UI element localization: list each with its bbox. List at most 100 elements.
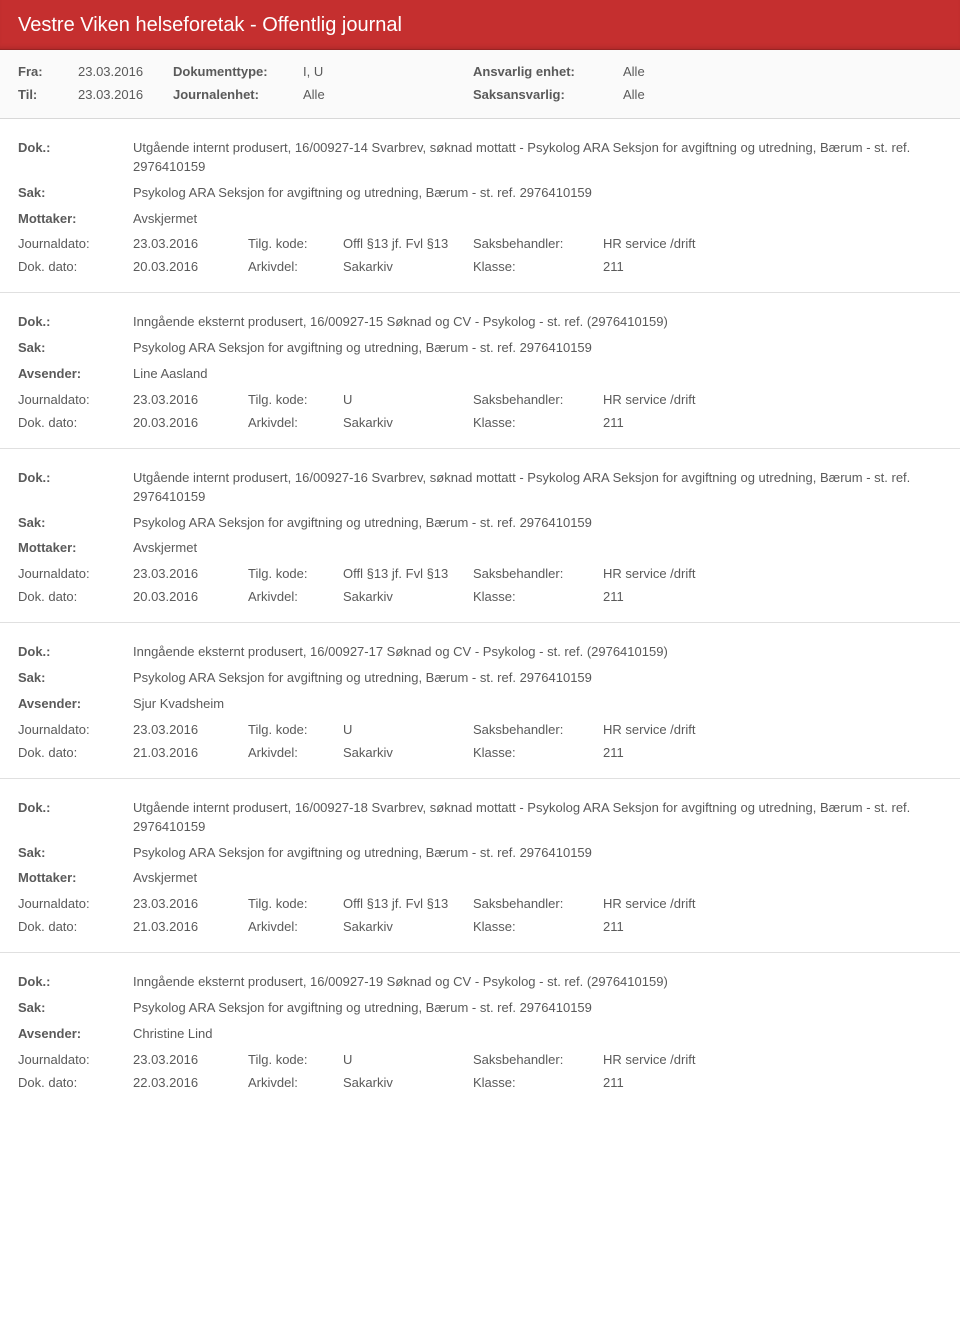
tilgkode-label: Tilg. kode: [248, 236, 343, 251]
arkivdel-value: Sakarkiv [343, 745, 473, 760]
journaldato-value: 23.03.2016 [133, 1052, 248, 1067]
klasse-label: Klasse: [473, 745, 603, 760]
dok-value: Utgående internt produsert, 16/00927-14 … [133, 139, 942, 177]
arkivdel-value: Sakarkiv [343, 589, 473, 604]
dokdato-label: Dok. dato: [18, 589, 133, 604]
klasse-value: 211 [603, 745, 743, 760]
filter-fra-label: Fra: [18, 64, 78, 79]
party-value: Avskjermet [133, 539, 942, 558]
filter-ansvarlig-label: Ansvarlig enhet: [473, 64, 623, 79]
arkivdel-value: Sakarkiv [343, 415, 473, 430]
journal-entry: Dok.: Utgående internt produsert, 16/009… [0, 119, 960, 293]
dok-label: Dok.: [18, 643, 133, 662]
sak-value: Psykolog ARA Seksjon for avgiftning og u… [133, 184, 942, 203]
sak-label: Sak: [18, 184, 133, 203]
dokdato-value: 20.03.2016 [133, 259, 248, 274]
saksbehandler-value: HR service /drift [603, 722, 743, 737]
saksbehandler-label: Saksbehandler: [473, 896, 603, 911]
arkivdel-label: Arkivdel: [248, 415, 343, 430]
saksbehandler-label: Saksbehandler: [473, 392, 603, 407]
dokdato-label: Dok. dato: [18, 259, 133, 274]
arkivdel-value: Sakarkiv [343, 919, 473, 934]
party-label: Mottaker: [18, 869, 133, 888]
dokdato-value: 21.03.2016 [133, 745, 248, 760]
party-value: Avskjermet [133, 210, 942, 229]
tilgkode-label: Tilg. kode: [248, 1052, 343, 1067]
filter-doktype-label: Dokumenttype: [173, 64, 303, 79]
arkivdel-label: Arkivdel: [248, 259, 343, 274]
journal-entry: Dok.: Inngående eksternt produsert, 16/0… [0, 623, 960, 779]
klasse-value: 211 [603, 1075, 743, 1090]
dokdato-value: 21.03.2016 [133, 919, 248, 934]
klasse-label: Klasse: [473, 589, 603, 604]
klasse-label: Klasse: [473, 919, 603, 934]
klasse-value: 211 [603, 589, 743, 604]
saksbehandler-label: Saksbehandler: [473, 1052, 603, 1067]
sak-label: Sak: [18, 339, 133, 358]
dok-label: Dok.: [18, 469, 133, 507]
klasse-value: 211 [603, 919, 743, 934]
dok-value: Inngående eksternt produsert, 16/00927-1… [133, 973, 942, 992]
dokdato-label: Dok. dato: [18, 745, 133, 760]
sak-value: Psykolog ARA Seksjon for avgiftning og u… [133, 339, 942, 358]
dokdato-label: Dok. dato: [18, 919, 133, 934]
dok-label: Dok.: [18, 313, 133, 332]
klasse-value: 211 [603, 415, 743, 430]
dokdato-value: 20.03.2016 [133, 415, 248, 430]
page-title: Vestre Viken helseforetak - Offentlig jo… [18, 14, 402, 36]
sak-value: Psykolog ARA Seksjon for avgiftning og u… [133, 844, 942, 863]
filter-journalenhet-value: Alle [303, 87, 473, 102]
party-label: Mottaker: [18, 210, 133, 229]
party-value: Christine Lind [133, 1025, 942, 1044]
dok-label: Dok.: [18, 139, 133, 177]
tilgkode-value: Offl §13 jf. Fvl §13 [343, 236, 473, 251]
saksbehandler-label: Saksbehandler: [473, 236, 603, 251]
sak-label: Sak: [18, 844, 133, 863]
filter-ansvarlig-value: Alle [623, 64, 723, 79]
journaldato-label: Journaldato: [18, 896, 133, 911]
tilgkode-label: Tilg. kode: [248, 566, 343, 581]
klasse-value: 211 [603, 259, 743, 274]
journaldato-label: Journaldato: [18, 236, 133, 251]
party-value: Line Aasland [133, 365, 942, 384]
journaldato-label: Journaldato: [18, 1052, 133, 1067]
tilgkode-value: U [343, 722, 473, 737]
journal-entry: Dok.: Utgående internt produsert, 16/009… [0, 779, 960, 953]
journaldato-value: 23.03.2016 [133, 566, 248, 581]
page-banner: Vestre Viken helseforetak - Offentlig jo… [0, 0, 960, 50]
filter-saksansvarlig-value: Alle [623, 87, 723, 102]
filter-row-2: Til: 23.03.2016 Journalenhet: Alle Saksa… [18, 83, 942, 106]
filter-saksansvarlig-label: Saksansvarlig: [473, 87, 623, 102]
dok-value: Inngående eksternt produsert, 16/00927-1… [133, 313, 942, 332]
dok-label: Dok.: [18, 799, 133, 837]
saksbehandler-value: HR service /drift [603, 1052, 743, 1067]
party-label: Avsender: [18, 695, 133, 714]
tilgkode-value: U [343, 392, 473, 407]
sak-value: Psykolog ARA Seksjon for avgiftning og u… [133, 514, 942, 533]
tilgkode-value: U [343, 1052, 473, 1067]
party-value: Avskjermet [133, 869, 942, 888]
dokdato-value: 20.03.2016 [133, 589, 248, 604]
arkivdel-value: Sakarkiv [343, 1075, 473, 1090]
sak-label: Sak: [18, 669, 133, 688]
klasse-label: Klasse: [473, 415, 603, 430]
arkivdel-label: Arkivdel: [248, 589, 343, 604]
arkivdel-label: Arkivdel: [248, 1075, 343, 1090]
sak-value: Psykolog ARA Seksjon for avgiftning og u… [133, 999, 942, 1018]
dok-value: Utgående internt produsert, 16/00927-18 … [133, 799, 942, 837]
saksbehandler-value: HR service /drift [603, 566, 743, 581]
party-value: Sjur Kvadsheim [133, 695, 942, 714]
journal-entry: Dok.: Inngående eksternt produsert, 16/0… [0, 293, 960, 449]
journaldato-label: Journaldato: [18, 566, 133, 581]
party-label: Avsender: [18, 365, 133, 384]
party-label: Mottaker: [18, 539, 133, 558]
saksbehandler-value: HR service /drift [603, 392, 743, 407]
journaldato-label: Journaldato: [18, 722, 133, 737]
entries-list: Dok.: Utgående internt produsert, 16/009… [0, 119, 960, 1108]
saksbehandler-value: HR service /drift [603, 236, 743, 251]
saksbehandler-label: Saksbehandler: [473, 722, 603, 737]
journaldato-value: 23.03.2016 [133, 896, 248, 911]
dokdato-label: Dok. dato: [18, 1075, 133, 1090]
saksbehandler-value: HR service /drift [603, 896, 743, 911]
tilgkode-label: Tilg. kode: [248, 896, 343, 911]
